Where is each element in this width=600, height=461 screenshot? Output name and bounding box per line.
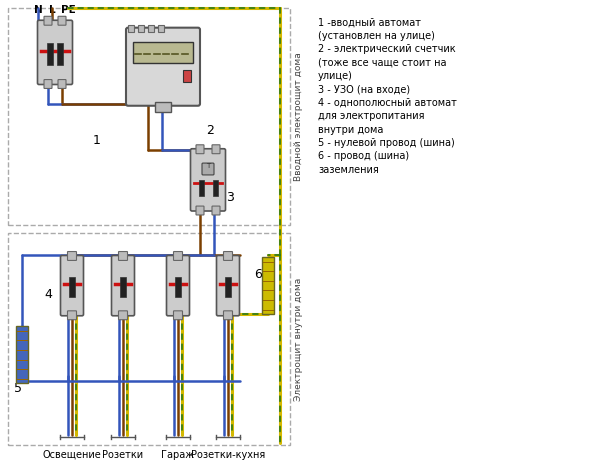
Bar xyxy=(183,70,191,82)
Bar xyxy=(57,43,63,65)
FancyBboxPatch shape xyxy=(112,255,134,316)
Text: Электрощит внутри дома: Электрощит внутри дома xyxy=(294,278,303,401)
Text: 5 - нулевой провод (шина): 5 - нулевой провод (шина) xyxy=(318,138,455,148)
Bar xyxy=(175,277,181,297)
Text: 2: 2 xyxy=(206,124,214,137)
Text: 1 -вводный автомат: 1 -вводный автомат xyxy=(318,18,421,28)
Bar xyxy=(69,277,75,297)
Text: 3 - УЗО (на входе): 3 - УЗО (на входе) xyxy=(318,84,410,95)
Text: для электропитания: для электропитания xyxy=(318,111,425,121)
Bar xyxy=(155,102,171,112)
Text: Розетки-кухня: Розетки-кухня xyxy=(191,449,265,460)
Text: Гараж: Гараж xyxy=(161,449,194,460)
FancyBboxPatch shape xyxy=(67,252,77,260)
Bar xyxy=(148,25,154,32)
Text: 2 - электрический счетчик: 2 - электрический счетчик xyxy=(318,44,455,54)
Bar xyxy=(212,180,218,196)
Text: (установлен на улице): (установлен на улице) xyxy=(318,31,435,41)
FancyBboxPatch shape xyxy=(44,16,52,25)
Text: 3: 3 xyxy=(226,191,234,204)
FancyBboxPatch shape xyxy=(67,311,77,320)
Bar xyxy=(8,233,290,445)
FancyBboxPatch shape xyxy=(173,252,182,260)
FancyBboxPatch shape xyxy=(173,311,182,320)
FancyBboxPatch shape xyxy=(167,255,190,316)
Text: внутри дома: внутри дома xyxy=(318,124,383,135)
FancyBboxPatch shape xyxy=(223,311,233,320)
Bar xyxy=(133,42,193,63)
Text: улице): улице) xyxy=(318,71,353,81)
Text: 6: 6 xyxy=(254,268,262,281)
FancyBboxPatch shape xyxy=(217,255,239,316)
Text: 4: 4 xyxy=(44,288,52,301)
Text: заземления: заземления xyxy=(318,165,379,175)
Bar xyxy=(128,25,134,32)
Bar xyxy=(16,326,28,384)
Bar xyxy=(225,277,231,297)
FancyBboxPatch shape xyxy=(119,311,128,320)
FancyBboxPatch shape xyxy=(212,145,220,154)
Text: 4 - однополюсный автомат: 4 - однополюсный автомат xyxy=(318,98,457,108)
FancyBboxPatch shape xyxy=(44,80,52,89)
Text: T: T xyxy=(206,163,210,169)
Text: PE: PE xyxy=(61,5,76,15)
Bar xyxy=(47,43,53,65)
Text: 6 - провод (шина): 6 - провод (шина) xyxy=(318,151,409,161)
FancyBboxPatch shape xyxy=(58,16,66,25)
FancyBboxPatch shape xyxy=(212,206,220,215)
FancyBboxPatch shape xyxy=(191,149,226,211)
FancyBboxPatch shape xyxy=(196,145,204,154)
Text: L: L xyxy=(49,5,55,15)
FancyBboxPatch shape xyxy=(58,80,66,89)
FancyBboxPatch shape xyxy=(37,20,73,84)
FancyBboxPatch shape xyxy=(119,252,128,260)
Text: Вводной электрощит дома: Вводной электрощит дома xyxy=(294,52,303,181)
FancyBboxPatch shape xyxy=(126,28,200,106)
Bar xyxy=(199,180,203,196)
Text: 5: 5 xyxy=(14,382,22,395)
FancyBboxPatch shape xyxy=(196,206,204,215)
Bar xyxy=(120,277,126,297)
Bar xyxy=(158,25,164,32)
Text: 1: 1 xyxy=(93,134,101,147)
Text: N: N xyxy=(34,5,43,15)
Text: Освещение: Освещение xyxy=(43,449,101,460)
FancyBboxPatch shape xyxy=(202,163,214,175)
Text: (тоже все чаще стоит на: (тоже все чаще стоит на xyxy=(318,58,446,68)
Text: Розетки: Розетки xyxy=(103,449,143,460)
Bar xyxy=(262,257,274,314)
FancyBboxPatch shape xyxy=(61,255,83,316)
FancyBboxPatch shape xyxy=(223,252,233,260)
Bar xyxy=(138,25,144,32)
Bar xyxy=(8,8,290,225)
